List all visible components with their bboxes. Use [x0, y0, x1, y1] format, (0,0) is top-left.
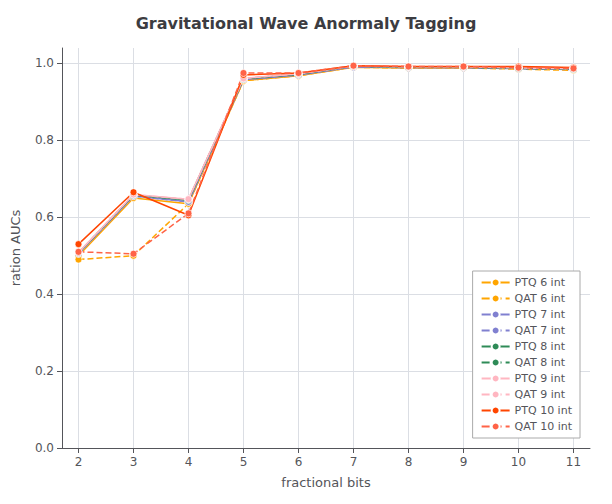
svg-text:0.4: 0.4 [35, 287, 54, 301]
svg-text:6: 6 [295, 455, 303, 469]
svg-text:1.0: 1.0 [35, 56, 54, 70]
svg-text:0.8: 0.8 [35, 133, 54, 147]
svg-text:PTQ 6 int: PTQ 6 int [515, 276, 566, 289]
svg-text:fractional bits: fractional bits [281, 475, 371, 490]
svg-text:QAT 10 int: QAT 10 int [515, 420, 573, 433]
svg-text:QAT 9 int: QAT 9 int [515, 388, 566, 401]
svg-text:QAT 7 int: QAT 7 int [515, 324, 566, 337]
svg-text:0.2: 0.2 [35, 364, 54, 378]
svg-text:ration AUCs: ration AUCs [8, 209, 23, 286]
svg-text:PTQ 7 int: PTQ 7 int [515, 308, 566, 321]
svg-text:8: 8 [405, 455, 413, 469]
svg-text:0.0: 0.0 [35, 441, 54, 455]
svg-text:QAT 6 int: QAT 6 int [515, 292, 566, 305]
svg-text:4: 4 [185, 455, 193, 469]
svg-text:11: 11 [566, 455, 581, 469]
svg-text:Gravitational Wave Anormaly Ta: Gravitational Wave Anormaly Tagging [136, 14, 477, 33]
svg-text:5: 5 [240, 455, 248, 469]
svg-text:QAT 8 int: QAT 8 int [515, 356, 566, 369]
svg-text:10: 10 [511, 455, 526, 469]
svg-text:PTQ 10 int: PTQ 10 int [515, 404, 573, 417]
svg-text:PTQ 8 int: PTQ 8 int [515, 340, 566, 353]
svg-text:PTQ 9 int: PTQ 9 int [515, 372, 566, 385]
svg-text:3: 3 [130, 455, 138, 469]
svg-text:7: 7 [350, 455, 358, 469]
svg-text:0.6: 0.6 [35, 210, 54, 224]
svg-text:2: 2 [75, 455, 83, 469]
svg-text:9: 9 [460, 455, 468, 469]
